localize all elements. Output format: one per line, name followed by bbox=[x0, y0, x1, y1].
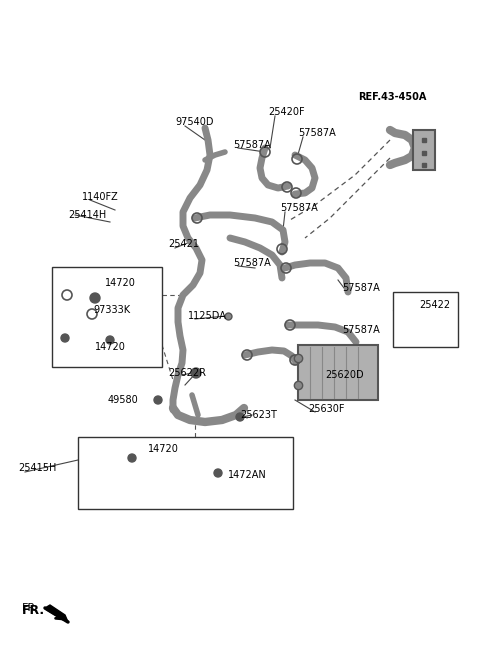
Text: 57587A: 57587A bbox=[342, 283, 380, 293]
Text: 25422: 25422 bbox=[419, 300, 450, 310]
Circle shape bbox=[106, 336, 114, 344]
Text: 25420F: 25420F bbox=[268, 107, 305, 117]
Text: 57587A: 57587A bbox=[233, 140, 271, 150]
Bar bbox=[413, 130, 435, 170]
Bar bbox=[393, 292, 458, 347]
Text: 57587A: 57587A bbox=[280, 203, 318, 213]
Bar bbox=[298, 345, 378, 400]
Text: 25620D: 25620D bbox=[325, 370, 364, 380]
Circle shape bbox=[236, 413, 244, 421]
Circle shape bbox=[214, 469, 222, 477]
Text: 57587A: 57587A bbox=[233, 258, 271, 268]
Text: 97333K: 97333K bbox=[93, 305, 130, 315]
Circle shape bbox=[90, 293, 100, 303]
Text: 1140FZ: 1140FZ bbox=[82, 192, 119, 202]
Text: 25414H: 25414H bbox=[68, 210, 106, 220]
Text: 14720: 14720 bbox=[148, 444, 179, 454]
Text: 25630F: 25630F bbox=[308, 404, 345, 414]
Bar bbox=[52, 267, 162, 367]
Circle shape bbox=[128, 454, 136, 462]
Text: REF.43-450A: REF.43-450A bbox=[358, 92, 426, 102]
Text: 25622R: 25622R bbox=[168, 368, 206, 378]
Text: 25415H: 25415H bbox=[18, 463, 56, 473]
Polygon shape bbox=[45, 605, 68, 622]
Bar bbox=[78, 437, 293, 509]
Text: 57587A: 57587A bbox=[298, 128, 336, 138]
Text: 1125DA: 1125DA bbox=[188, 311, 227, 321]
Text: 1472AN: 1472AN bbox=[228, 470, 267, 480]
Text: 49580: 49580 bbox=[108, 395, 139, 405]
Text: 14720: 14720 bbox=[95, 342, 126, 352]
Circle shape bbox=[191, 368, 201, 378]
Text: FR.: FR. bbox=[22, 604, 45, 617]
Text: 14720: 14720 bbox=[105, 278, 136, 288]
Circle shape bbox=[61, 334, 69, 342]
Text: FR.: FR. bbox=[22, 603, 39, 613]
Circle shape bbox=[154, 396, 162, 404]
Text: 57587A: 57587A bbox=[342, 325, 380, 335]
Text: 97540D: 97540D bbox=[175, 117, 214, 127]
Text: 25623T: 25623T bbox=[240, 410, 277, 420]
Text: 25421: 25421 bbox=[168, 239, 199, 249]
